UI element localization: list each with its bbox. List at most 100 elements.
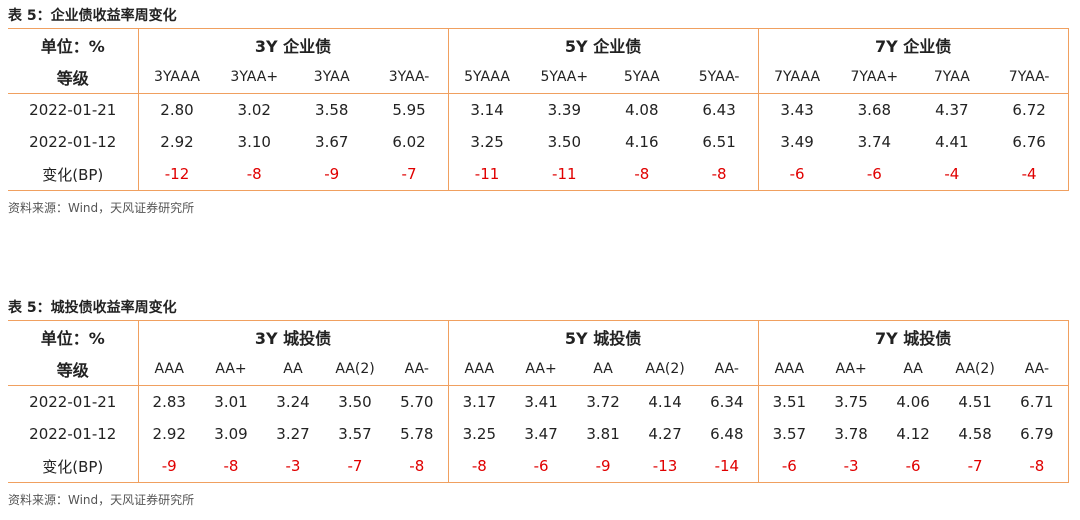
grade: 5YAAA <box>448 61 526 94</box>
grade: 3YAAA <box>138 61 216 94</box>
table-block: 表 5：企业债收益率周变化 单位：% 3Y 企业债 5Y 企业债 7Y 企业债 等级 3YA… <box>8 4 1069 219</box>
cell: 3.81 <box>586 425 620 443</box>
cell: -9 <box>138 450 200 483</box>
cell: 3.58 <box>315 101 349 119</box>
cell: 4.08 <box>625 101 659 119</box>
cell: 4.12 <box>896 425 930 443</box>
unit-label: 单位：% <box>8 28 139 61</box>
unit-label: 单位：% <box>8 320 139 353</box>
grade: AAA <box>448 353 511 386</box>
group-header: 7Y 城投债 <box>758 320 1069 353</box>
grade: AAA <box>138 353 200 386</box>
grade: 3YAA <box>293 61 371 94</box>
cell: 6.48 <box>696 418 759 450</box>
cell: 3.10 <box>237 133 271 151</box>
cell: -6 <box>835 158 914 191</box>
data-row: 变化(BP) -9 -8 -3 -7 -8 -8 -6 -9 -13 -14 -6 -3 -6 -7 -8 <box>8 450 1069 483</box>
cell: 3.09 <box>214 425 248 443</box>
cell: -11 <box>448 158 526 191</box>
grade: AA(2) <box>944 353 1007 386</box>
cell: 3.43 <box>780 101 814 119</box>
data-row: 2022-01-21 2.83 3.01 3.24 3.50 5.70 3.17 3.41 3.… <box>8 385 1069 418</box>
row-label: 2022-01-12 <box>8 126 139 158</box>
grade: AA(2) <box>634 353 697 386</box>
data-row: 2022-01-12 2.92 3.10 3.67 6.02 3.25 3.50 4.16 6.… <box>8 126 1069 158</box>
cell: 5.95 <box>370 93 449 126</box>
grade: AA(2) <box>324 353 386 386</box>
grade: AA+ <box>820 353 883 386</box>
cell: 2.83 <box>152 393 186 411</box>
cell: -9 <box>293 158 371 191</box>
group-header: 3Y 企业债 <box>138 28 449 61</box>
cell: 2.92 <box>152 425 186 443</box>
table-title: 表 5：企业债收益率周变化 <box>8 8 177 24</box>
cell: -6 <box>758 450 821 483</box>
cell: 6.76 <box>990 126 1069 158</box>
cell: 4.27 <box>648 425 682 443</box>
grade: 7YAA <box>913 61 991 94</box>
cell: -8 <box>603 158 681 191</box>
grade: 7YAA- <box>990 61 1069 94</box>
cell: 3.14 <box>470 101 504 119</box>
cell: 3.50 <box>547 133 581 151</box>
cell: -6 <box>758 158 836 191</box>
cell: -8 <box>1006 450 1069 483</box>
cell: 6.79 <box>1006 418 1069 450</box>
grade: AA <box>572 353 635 386</box>
cell: -12 <box>138 158 216 191</box>
cell: 3.25 <box>462 425 496 443</box>
header-row: 单位：% 3Y 企业债 5Y 企业债 7Y 企业债 <box>8 28 1069 61</box>
cell: 3.39 <box>547 101 581 119</box>
grade-row: 等级 3YAAA 3YAA+ 3YAA 3YAA- 5YAAA 5YAA+ 5YAA 5YAA-… <box>8 61 1069 94</box>
row-label: 2022-01-12 <box>8 418 139 450</box>
cell: 6.43 <box>680 93 759 126</box>
grade: AA+ <box>510 353 573 386</box>
cell: -7 <box>944 450 1007 483</box>
row-label: 变化(BP) <box>8 450 139 483</box>
cell: 3.01 <box>214 393 248 411</box>
cell: 4.16 <box>625 133 659 151</box>
cell: 4.37 <box>935 101 969 119</box>
cell: 3.57 <box>338 425 372 443</box>
grade-row: 等级 AAA AA+ AA AA(2) AA- AAA AA+ AA AA(2) AA- AAA AA+… <box>8 353 1069 386</box>
cell: 4.51 <box>958 393 992 411</box>
cell: -9 <box>572 450 635 483</box>
grade: 7YAAA <box>758 61 836 94</box>
cell: -3 <box>262 450 324 483</box>
cell: 5.70 <box>386 385 449 418</box>
cell: 3.50 <box>338 393 372 411</box>
source-note: 资料来源：Wind，天风证券研究所 <box>8 493 195 507</box>
cell: 6.34 <box>696 385 759 418</box>
cell: -8 <box>215 158 293 191</box>
cell: -3 <box>820 450 883 483</box>
cell: 5.78 <box>386 418 449 450</box>
cell: -7 <box>324 450 386 483</box>
grade: 7YAA+ <box>835 61 914 94</box>
grade-label: 等级 <box>8 353 139 386</box>
cell: 3.41 <box>524 393 558 411</box>
grade: 5YAA- <box>680 61 759 94</box>
grade: 3YAA+ <box>215 61 293 94</box>
grade: AA- <box>386 353 449 386</box>
data-row: 变化(BP) -12 -8 -9 -7 -11 -11 -8 -8 -6 -6 -4 -4 <box>8 158 1069 191</box>
group-header: 5Y 城投债 <box>448 320 759 353</box>
cell: -6 <box>510 450 573 483</box>
cell: -8 <box>680 158 759 191</box>
cell: -11 <box>525 158 604 191</box>
cell: -7 <box>370 158 449 191</box>
row-label: 2022-01-21 <box>8 93 139 126</box>
cell: -14 <box>696 450 759 483</box>
cell: 3.51 <box>772 393 807 411</box>
cell: -13 <box>634 450 697 483</box>
cell: 2.80 <box>160 101 194 119</box>
grade: 5YAA+ <box>525 61 604 94</box>
cell: -6 <box>882 450 945 483</box>
cell: 3.25 <box>470 133 504 151</box>
cell: 3.67 <box>315 133 349 151</box>
cell: 3.17 <box>462 393 496 411</box>
cell: 3.78 <box>834 425 868 443</box>
group-header: 5Y 企业债 <box>448 28 759 61</box>
cell: 3.49 <box>780 133 814 151</box>
row-label: 2022-01-21 <box>8 385 139 418</box>
